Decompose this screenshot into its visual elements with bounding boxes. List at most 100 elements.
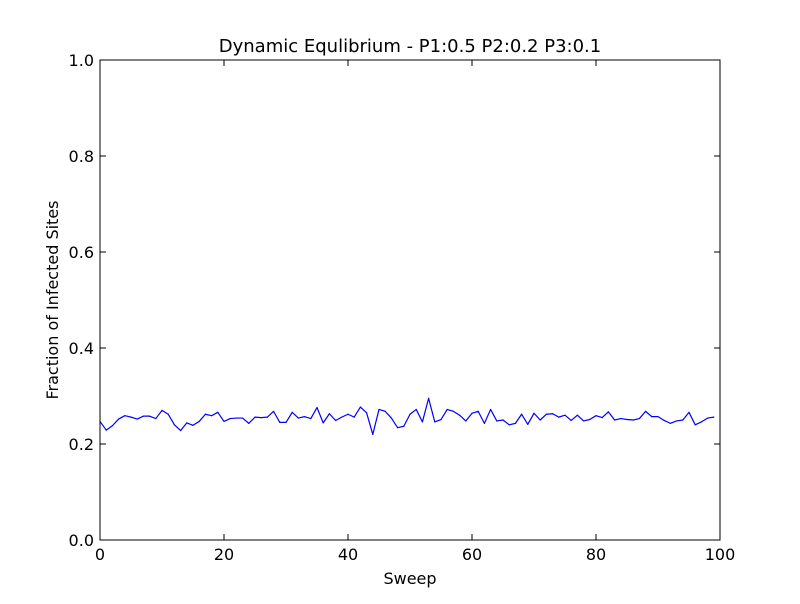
series-layer: [99, 397, 715, 435]
data-point: [167, 413, 169, 415]
y-tick-label: 0.4: [69, 339, 94, 358]
x-tick-label: 100: [705, 545, 736, 564]
data-point: [403, 425, 405, 427]
plot-frame: [99, 59, 721, 541]
data-point: [229, 417, 231, 420]
x-tick-label: 20: [214, 545, 234, 564]
data-point: [204, 413, 206, 415]
data-point: [291, 411, 293, 413]
y-tick-label: 1.0: [69, 51, 94, 70]
data-point: [632, 419, 634, 421]
data-point: [310, 417, 312, 420]
x-tick-label: 0: [95, 545, 105, 564]
y-tick-label: 0.6: [69, 243, 94, 262]
data-point: [322, 422, 324, 424]
data-point: [607, 411, 610, 413]
data-point: [651, 416, 653, 418]
data-point: [155, 417, 157, 420]
data-point: [297, 417, 299, 419]
data-point: [366, 412, 368, 414]
data-point: [285, 421, 287, 423]
chart-title: Dynamic Equlibrium - P1:0.5 P2:0.2 P3:0.…: [219, 36, 601, 57]
data-point: [601, 417, 603, 419]
data-point: [124, 415, 126, 417]
data-point: [347, 413, 349, 415]
data-point: [341, 416, 343, 418]
data-point: [700, 421, 703, 423]
data-point: [279, 421, 281, 423]
data-point: [192, 424, 194, 426]
data-point: [514, 422, 517, 424]
data-point: [496, 420, 498, 422]
data-point: [589, 418, 591, 421]
data-point: [490, 408, 492, 411]
data-point: [335, 419, 337, 422]
data-point: [415, 408, 417, 411]
data-point: [626, 418, 628, 421]
data-point: [136, 418, 138, 420]
data-point: [428, 397, 430, 399]
data-point: [186, 422, 188, 424]
data-point: [533, 412, 535, 414]
data-point: [576, 414, 579, 416]
data-point: [508, 424, 510, 426]
data-point: [254, 416, 256, 418]
data-point: [384, 410, 386, 412]
data-point: [242, 417, 244, 419]
data-point: [372, 433, 374, 435]
data-point: [564, 414, 566, 416]
data-point: [669, 422, 672, 424]
data-point: [570, 419, 572, 422]
data-point: [409, 413, 411, 415]
data-point: [657, 416, 659, 418]
data-point: [552, 413, 554, 415]
data-point: [682, 419, 684, 421]
data-point: [583, 420, 585, 422]
series-line: [99, 397, 714, 435]
data-point: [502, 419, 504, 421]
data-point: [434, 421, 436, 423]
data-point: [111, 425, 113, 427]
data-point: [459, 414, 461, 416]
data-point: [713, 416, 715, 418]
data-point: [694, 424, 696, 426]
data-point: [161, 409, 163, 411]
data-point: [266, 416, 268, 418]
x-axis-label: Sweep: [383, 569, 436, 588]
y-tick-label: 0.0: [69, 531, 94, 550]
y-axis-label: Fraction of Infected Sites: [43, 200, 62, 399]
data-point: [130, 416, 132, 418]
data-point: [353, 416, 355, 418]
data-point: [378, 408, 380, 411]
x-tick-label: 60: [462, 545, 482, 564]
data-point: [304, 416, 306, 418]
data-point: [328, 413, 330, 415]
data-point: [118, 418, 120, 420]
data-point: [446, 408, 448, 411]
data-point: [105, 429, 107, 431]
data-point: [688, 411, 690, 413]
data-point: [397, 427, 399, 429]
data-point: [471, 412, 473, 414]
data-point: [142, 415, 144, 417]
data-point: [620, 417, 622, 420]
data-point: [614, 419, 616, 421]
y-tick-label: 0.8: [69, 147, 94, 166]
data-point: [558, 416, 560, 418]
data-point: [707, 417, 709, 419]
data-point: [198, 420, 200, 423]
data-point: [465, 420, 467, 422]
data-point: [676, 420, 678, 422]
data-point: [638, 417, 641, 420]
data-point: [527, 423, 529, 425]
data-point: [521, 413, 523, 415]
data-point: [477, 410, 479, 412]
data-point: [483, 422, 485, 424]
data-point: [173, 424, 175, 426]
data-point: [595, 415, 597, 417]
data-point: [260, 417, 262, 419]
data-point: [316, 406, 318, 409]
plot-area: [100, 60, 720, 540]
